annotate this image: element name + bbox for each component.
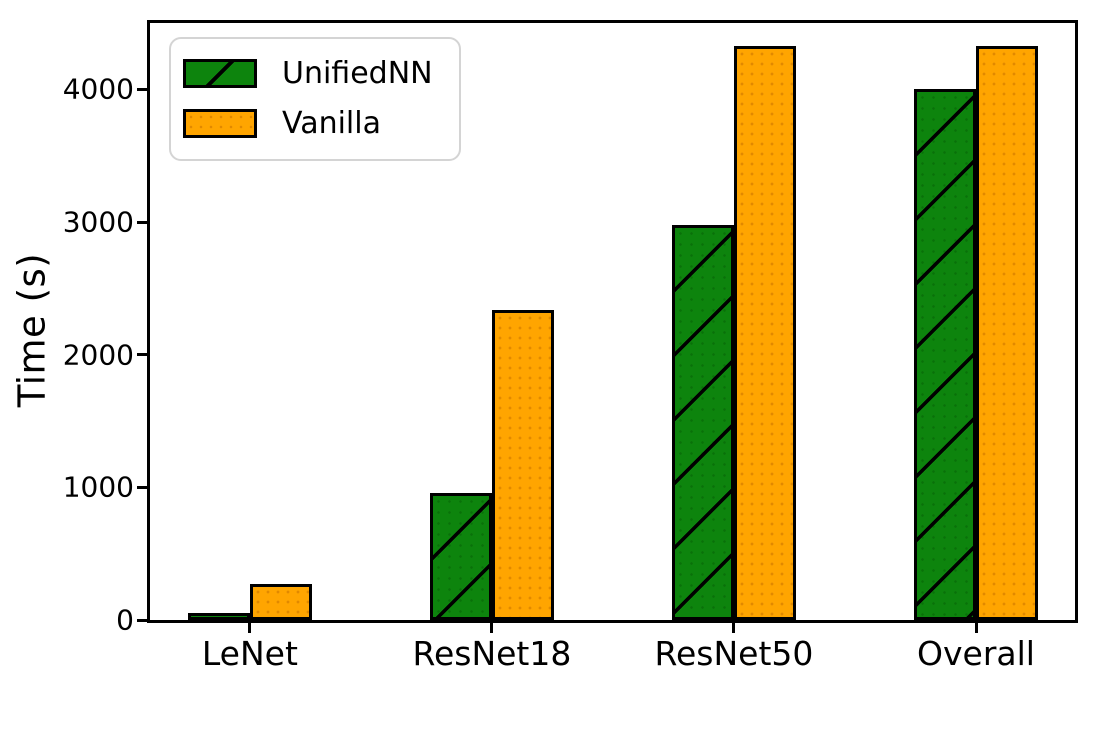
x-tick-mark xyxy=(732,623,736,633)
y-tick-label: 4000 xyxy=(62,72,134,106)
bar-unifiednn-resnet50 xyxy=(671,225,734,620)
y-tick-mark xyxy=(137,87,147,91)
legend-item-unifiednn: UnifiedNN xyxy=(183,56,441,91)
x-tick-label-resnet18: ResNet18 xyxy=(412,634,572,673)
y-tick-label: 2000 xyxy=(62,338,134,372)
ticks-layer: 0 1000 2000 3000 4000 LeNet ResNet18 ResNet50 Ov… xyxy=(63,23,1075,673)
y-axis-label: Time (s) xyxy=(10,252,54,408)
legend: UnifiedNN Vanilla xyxy=(169,37,461,161)
y-tick-label: 0 xyxy=(116,603,134,637)
x-tick-label-overall: Overall xyxy=(917,634,1035,673)
bar-unifiednn-resnet18 xyxy=(429,493,492,620)
bar-vanilla-resnet18 xyxy=(491,310,554,620)
x-tick-mark xyxy=(490,623,494,633)
bar-vanilla-lenet xyxy=(249,584,312,620)
y-tick-mark xyxy=(137,353,147,357)
x-tick-label-lenet: LeNet xyxy=(201,634,298,673)
y-tick-mark xyxy=(137,485,147,489)
x-tick-mark xyxy=(248,623,252,633)
bar-unifiednn-lenet xyxy=(187,613,250,620)
legend-item-vanilla: Vanilla xyxy=(183,106,441,141)
y-tick-label: 3000 xyxy=(62,205,134,239)
y-tick-mark xyxy=(137,618,147,622)
vanilla-swatch-icon xyxy=(183,109,257,138)
x-tick-label-resnet50: ResNet50 xyxy=(654,634,814,673)
bars-layer xyxy=(150,23,1075,620)
plot-area: 0 1000 2000 3000 4000 LeNet ResNet18 ResNet50 Ov… xyxy=(63,20,1078,673)
bar-vanilla-resnet50 xyxy=(733,46,796,620)
bar-vanilla-overall xyxy=(976,46,1039,620)
legend-label-unifiednn: UnifiedNN xyxy=(282,56,433,91)
legend-label-vanilla: Vanilla xyxy=(282,106,381,141)
y-tick-label: 1000 xyxy=(62,470,134,504)
y-tick-mark xyxy=(137,220,147,224)
bar-unifiednn-overall xyxy=(914,89,977,620)
unifiednn-hatched-swatch-icon xyxy=(183,59,257,88)
x-tick-mark xyxy=(974,623,978,633)
